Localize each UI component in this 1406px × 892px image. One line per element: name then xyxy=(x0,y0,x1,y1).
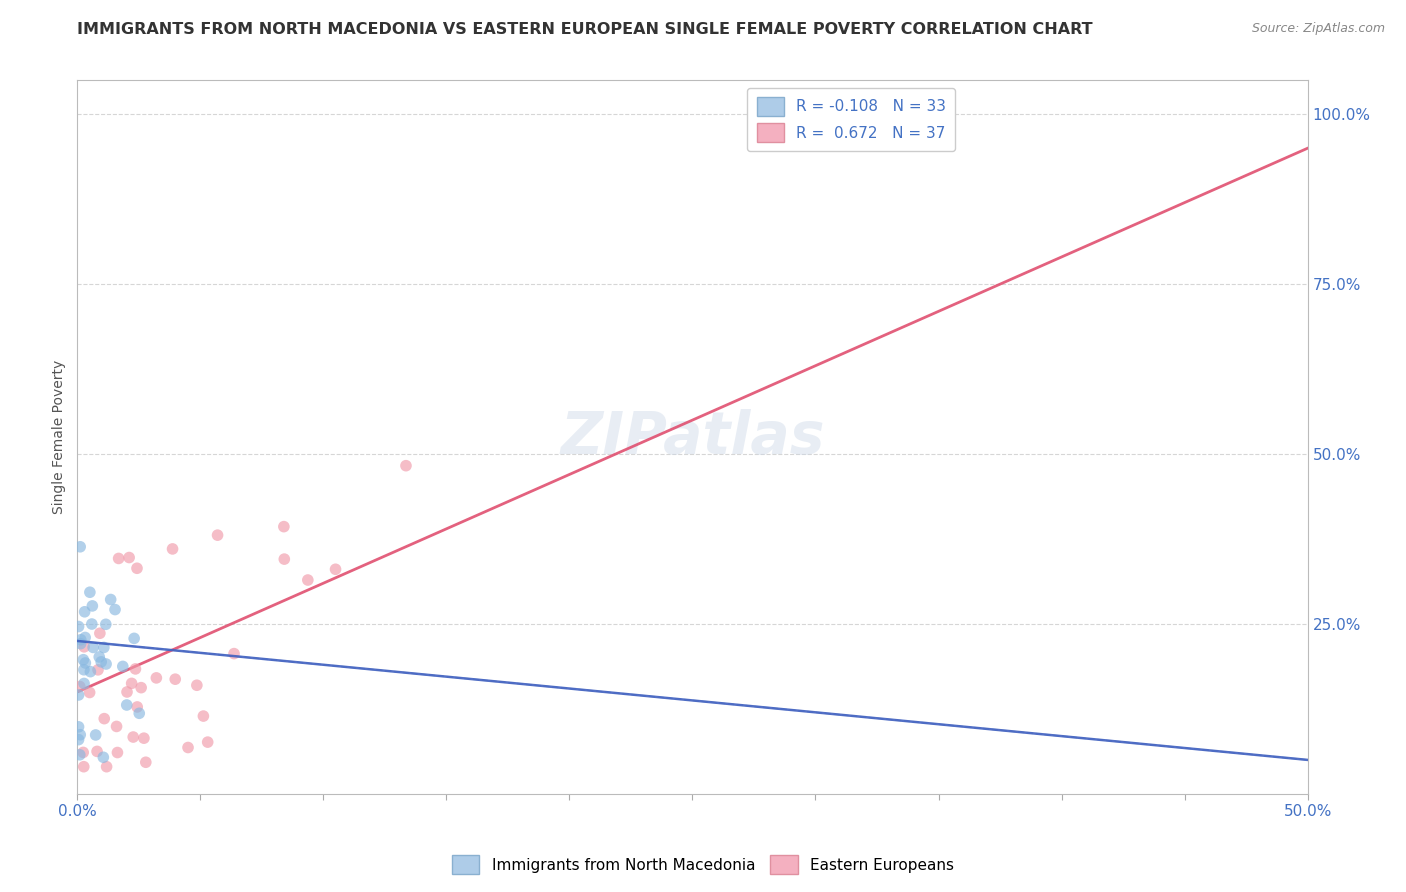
Point xyxy=(127,700,149,714)
Point xyxy=(121,676,143,690)
Point xyxy=(96,760,118,774)
Point xyxy=(122,730,145,744)
Point xyxy=(125,561,148,575)
Point xyxy=(297,573,319,587)
Point xyxy=(115,698,138,712)
Point xyxy=(193,709,215,723)
Point xyxy=(122,632,145,646)
Point xyxy=(107,746,129,760)
Point xyxy=(145,671,167,685)
Point xyxy=(325,562,347,576)
Point xyxy=(94,617,117,632)
Point xyxy=(80,617,103,632)
Point xyxy=(75,656,97,670)
Point xyxy=(89,626,111,640)
Point xyxy=(118,550,141,565)
Point xyxy=(222,647,245,661)
Point xyxy=(186,678,208,692)
Point xyxy=(162,541,184,556)
Point xyxy=(69,680,91,694)
Point xyxy=(82,599,104,613)
Point xyxy=(91,750,114,764)
Legend: Immigrants from North Macedonia, Eastern Europeans: Immigrants from North Macedonia, Eastern… xyxy=(446,849,960,880)
Point xyxy=(105,719,128,733)
Point xyxy=(69,728,91,742)
Point xyxy=(129,681,152,695)
Point xyxy=(197,735,219,749)
Point xyxy=(273,519,295,533)
Point xyxy=(67,720,90,734)
Point xyxy=(79,665,101,679)
Point xyxy=(128,706,150,721)
Point xyxy=(111,659,134,673)
Point xyxy=(86,744,108,758)
Point xyxy=(93,640,115,655)
Point xyxy=(104,602,127,616)
Point xyxy=(89,649,111,664)
Point xyxy=(67,732,90,747)
Point xyxy=(84,728,107,742)
Point xyxy=(69,637,91,651)
Point xyxy=(395,458,418,473)
Point xyxy=(87,663,110,677)
Point xyxy=(73,760,96,774)
Point xyxy=(72,653,94,667)
Point xyxy=(207,528,229,542)
Legend: R = -0.108   N = 33, R =  0.672   N = 37: R = -0.108 N = 33, R = 0.672 N = 37 xyxy=(748,88,956,151)
Point xyxy=(165,672,187,686)
Point xyxy=(107,551,129,566)
Point xyxy=(79,685,101,699)
Text: ZIPatlas: ZIPatlas xyxy=(560,409,825,466)
Point xyxy=(73,676,96,690)
Point xyxy=(67,688,90,702)
Point xyxy=(115,685,138,699)
Point xyxy=(73,640,96,654)
Y-axis label: Single Female Poverty: Single Female Poverty xyxy=(52,360,66,514)
Point xyxy=(73,605,96,619)
Point xyxy=(75,631,97,645)
Point xyxy=(73,663,96,677)
Point xyxy=(94,657,117,671)
Point xyxy=(273,552,295,566)
Text: Source: ZipAtlas.com: Source: ZipAtlas.com xyxy=(1251,22,1385,36)
Point xyxy=(79,585,101,599)
Point xyxy=(72,746,94,760)
Point xyxy=(135,756,157,770)
Point xyxy=(93,712,115,726)
Point xyxy=(69,540,91,554)
Text: IMMIGRANTS FROM NORTH MACEDONIA VS EASTERN EUROPEAN SINGLE FEMALE POVERTY CORREL: IMMIGRANTS FROM NORTH MACEDONIA VS EASTE… xyxy=(77,22,1092,37)
Point xyxy=(67,619,90,633)
Point xyxy=(124,662,146,676)
Point xyxy=(82,640,104,655)
Point xyxy=(100,592,122,607)
Point xyxy=(132,731,155,746)
Point xyxy=(177,740,200,755)
Point xyxy=(69,747,91,762)
Point xyxy=(69,632,91,647)
Point xyxy=(90,655,112,669)
